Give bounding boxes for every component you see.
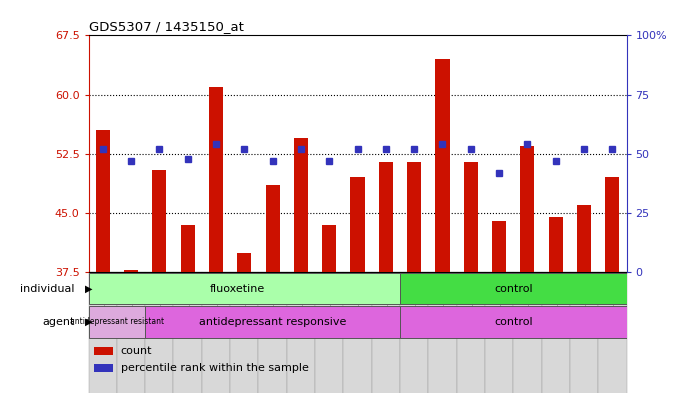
FancyBboxPatch shape [258,272,287,393]
Bar [464,162,478,272]
FancyBboxPatch shape [89,272,117,393]
FancyBboxPatch shape [400,307,627,338]
Bar [577,205,591,272]
Bar [520,146,535,272]
Text: ▶: ▶ [85,284,93,294]
FancyBboxPatch shape [89,307,145,338]
FancyBboxPatch shape [343,272,372,393]
Bar [237,253,251,272]
FancyBboxPatch shape [145,307,400,338]
Bar [266,185,280,272]
FancyBboxPatch shape [513,272,541,393]
Text: count: count [121,346,153,356]
Text: fluoxetine: fluoxetine [210,284,265,294]
Text: agent: agent [42,317,75,327]
Text: antidepressant responsive: antidepressant responsive [199,317,346,327]
Text: antidepressant resistant: antidepressant resistant [69,318,164,327]
Text: percentile rank within the sample: percentile rank within the sample [121,363,308,373]
Bar [209,87,223,272]
Text: individual: individual [20,284,75,294]
Bar [180,225,195,272]
Bar [94,364,113,372]
FancyBboxPatch shape [400,273,627,305]
Text: ▶: ▶ [85,317,93,327]
FancyBboxPatch shape [287,272,315,393]
FancyBboxPatch shape [372,272,400,393]
FancyBboxPatch shape [457,272,485,393]
FancyBboxPatch shape [145,272,174,393]
FancyBboxPatch shape [428,272,457,393]
FancyBboxPatch shape [202,272,230,393]
Bar [407,162,422,272]
Bar [435,59,449,272]
Text: control: control [494,284,533,294]
FancyBboxPatch shape [117,272,145,393]
FancyBboxPatch shape [89,273,400,305]
FancyBboxPatch shape [400,272,428,393]
Bar [492,221,506,272]
FancyBboxPatch shape [315,272,343,393]
FancyBboxPatch shape [598,272,627,393]
Bar [605,178,620,272]
FancyBboxPatch shape [570,272,598,393]
Bar [549,217,563,272]
Text: control: control [494,317,533,327]
FancyBboxPatch shape [174,272,202,393]
FancyBboxPatch shape [541,272,570,393]
Bar [379,162,393,272]
Bar [95,130,110,272]
Bar [153,170,166,272]
Bar [94,347,113,354]
Bar [294,138,308,272]
FancyBboxPatch shape [485,272,513,393]
Bar [124,270,138,272]
Bar [322,225,336,272]
Bar [351,178,364,272]
Text: GDS5307 / 1435150_at: GDS5307 / 1435150_at [89,20,243,33]
FancyBboxPatch shape [230,272,258,393]
